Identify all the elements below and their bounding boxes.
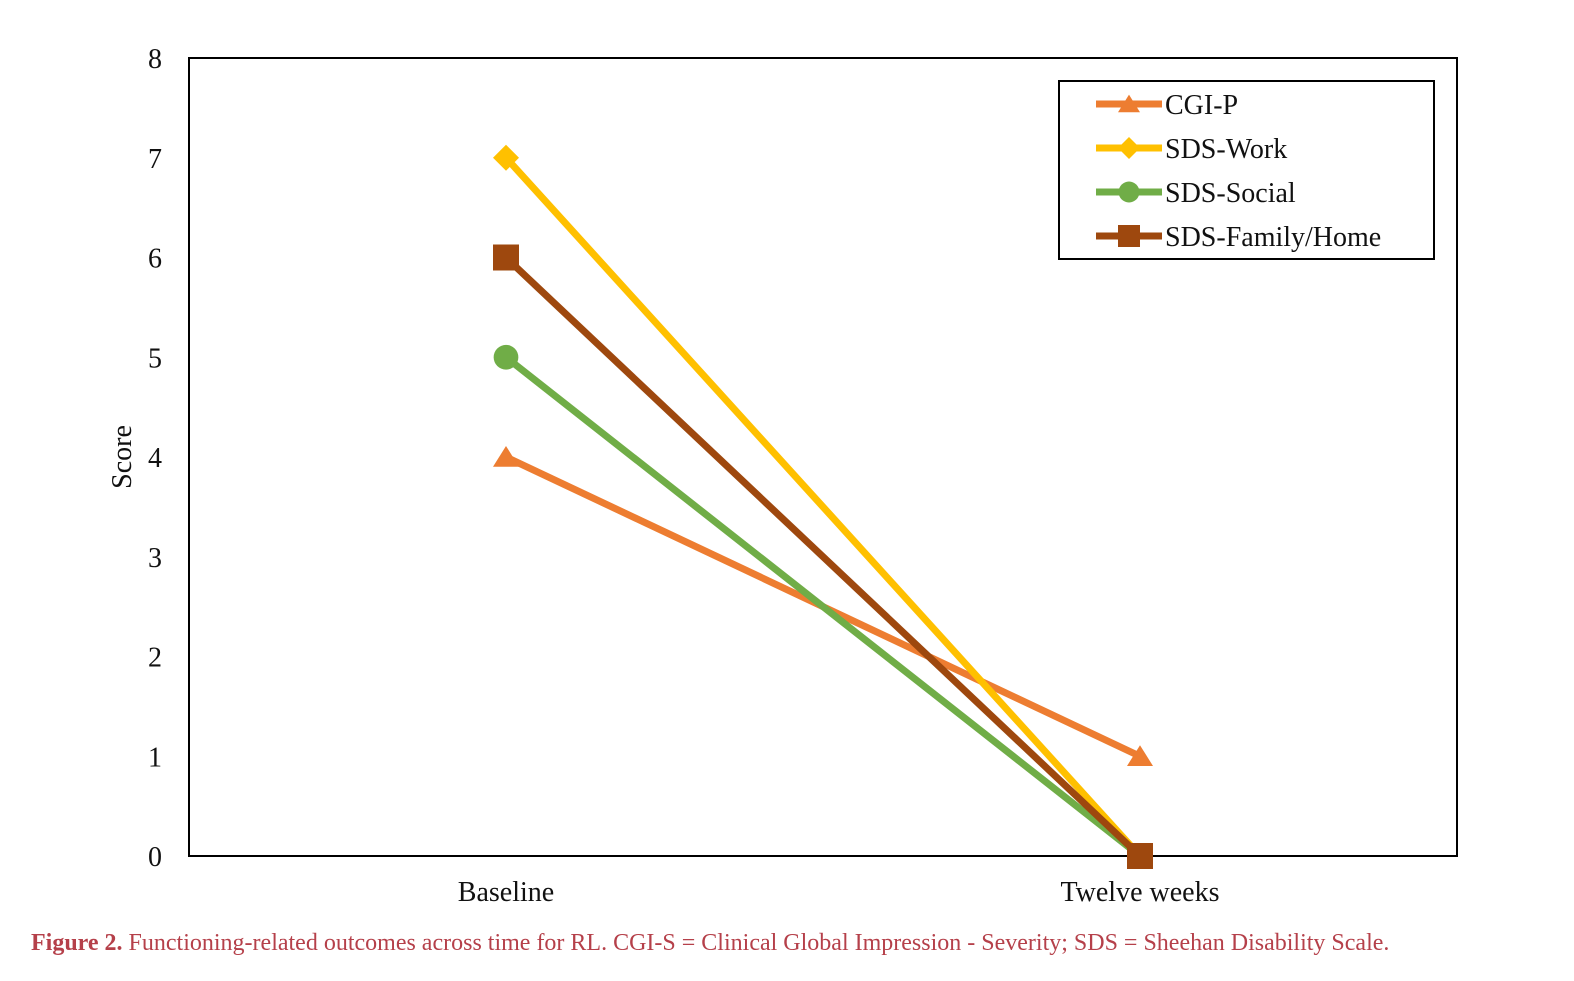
series-line-sds-family-home [503, 254, 1143, 859]
caption-text: Functioning-related outcomes across time… [128, 930, 1390, 956]
x-tick-label: Twelve weeks [1061, 877, 1220, 908]
plot-area [188, 57, 1458, 857]
y-axis-title: Score [107, 425, 138, 489]
data-point-sds-family-home [1127, 843, 1153, 869]
caption-label: Figure 2. [31, 930, 123, 956]
series-line-sds-social [503, 354, 1143, 859]
line-chart: 0 1 2 3 4 5 6 7 8 Baseline Twelve weeks Score CGI… [107, 44, 1458, 908]
data-point-sds-work [493, 144, 519, 171]
legend-label-sds-family-home: SDS-Family/Home [1165, 222, 1381, 253]
data-point-sds-social [493, 344, 519, 370]
y-tick-label: 6 [148, 244, 162, 275]
figure-caption: Figure 2. Functioning-related outcomes a… [31, 930, 1551, 957]
legend-items: CGI-P SDS-Work SDS-Social SDS-Family/Home [1096, 90, 1381, 253]
legend-marker-sds-social [1118, 181, 1140, 203]
legend-label-sds-work: SDS-Work [1165, 134, 1287, 165]
y-tick-label: 1 [148, 742, 162, 773]
y-tick-label: 0 [148, 842, 162, 873]
legend-label-sds-social: SDS-Social [1165, 178, 1296, 209]
data-point-cgi-p [493, 445, 519, 467]
legend-marker-cgi-p [1118, 94, 1140, 113]
y-tick-label: 2 [148, 643, 162, 674]
y-tick-label: 4 [148, 443, 162, 474]
legend-marker-sds-family-home [1118, 225, 1140, 247]
y-tick-label: 3 [148, 543, 162, 574]
data-point-cgi-p [1127, 745, 1153, 766]
legend-label-cgi-p: CGI-P [1165, 90, 1238, 121]
y-axis-ticks: 0 1 2 3 4 5 6 7 8 [148, 44, 162, 873]
y-tick-label: 8 [148, 44, 162, 75]
series-layer [493, 144, 1153, 869]
x-tick-label: Baseline [458, 877, 554, 908]
legend: CGI-P SDS-Work SDS-Social SDS-Family/Home [1058, 80, 1435, 260]
y-tick-label: 7 [148, 144, 162, 175]
data-point-sds-family-home [493, 244, 519, 271]
x-axis-ticks: Baseline Twelve weeks [458, 877, 1220, 908]
y-tick-label: 5 [148, 343, 162, 374]
series-line-sds-work [503, 155, 1143, 859]
legend-marker-sds-work [1118, 137, 1140, 159]
